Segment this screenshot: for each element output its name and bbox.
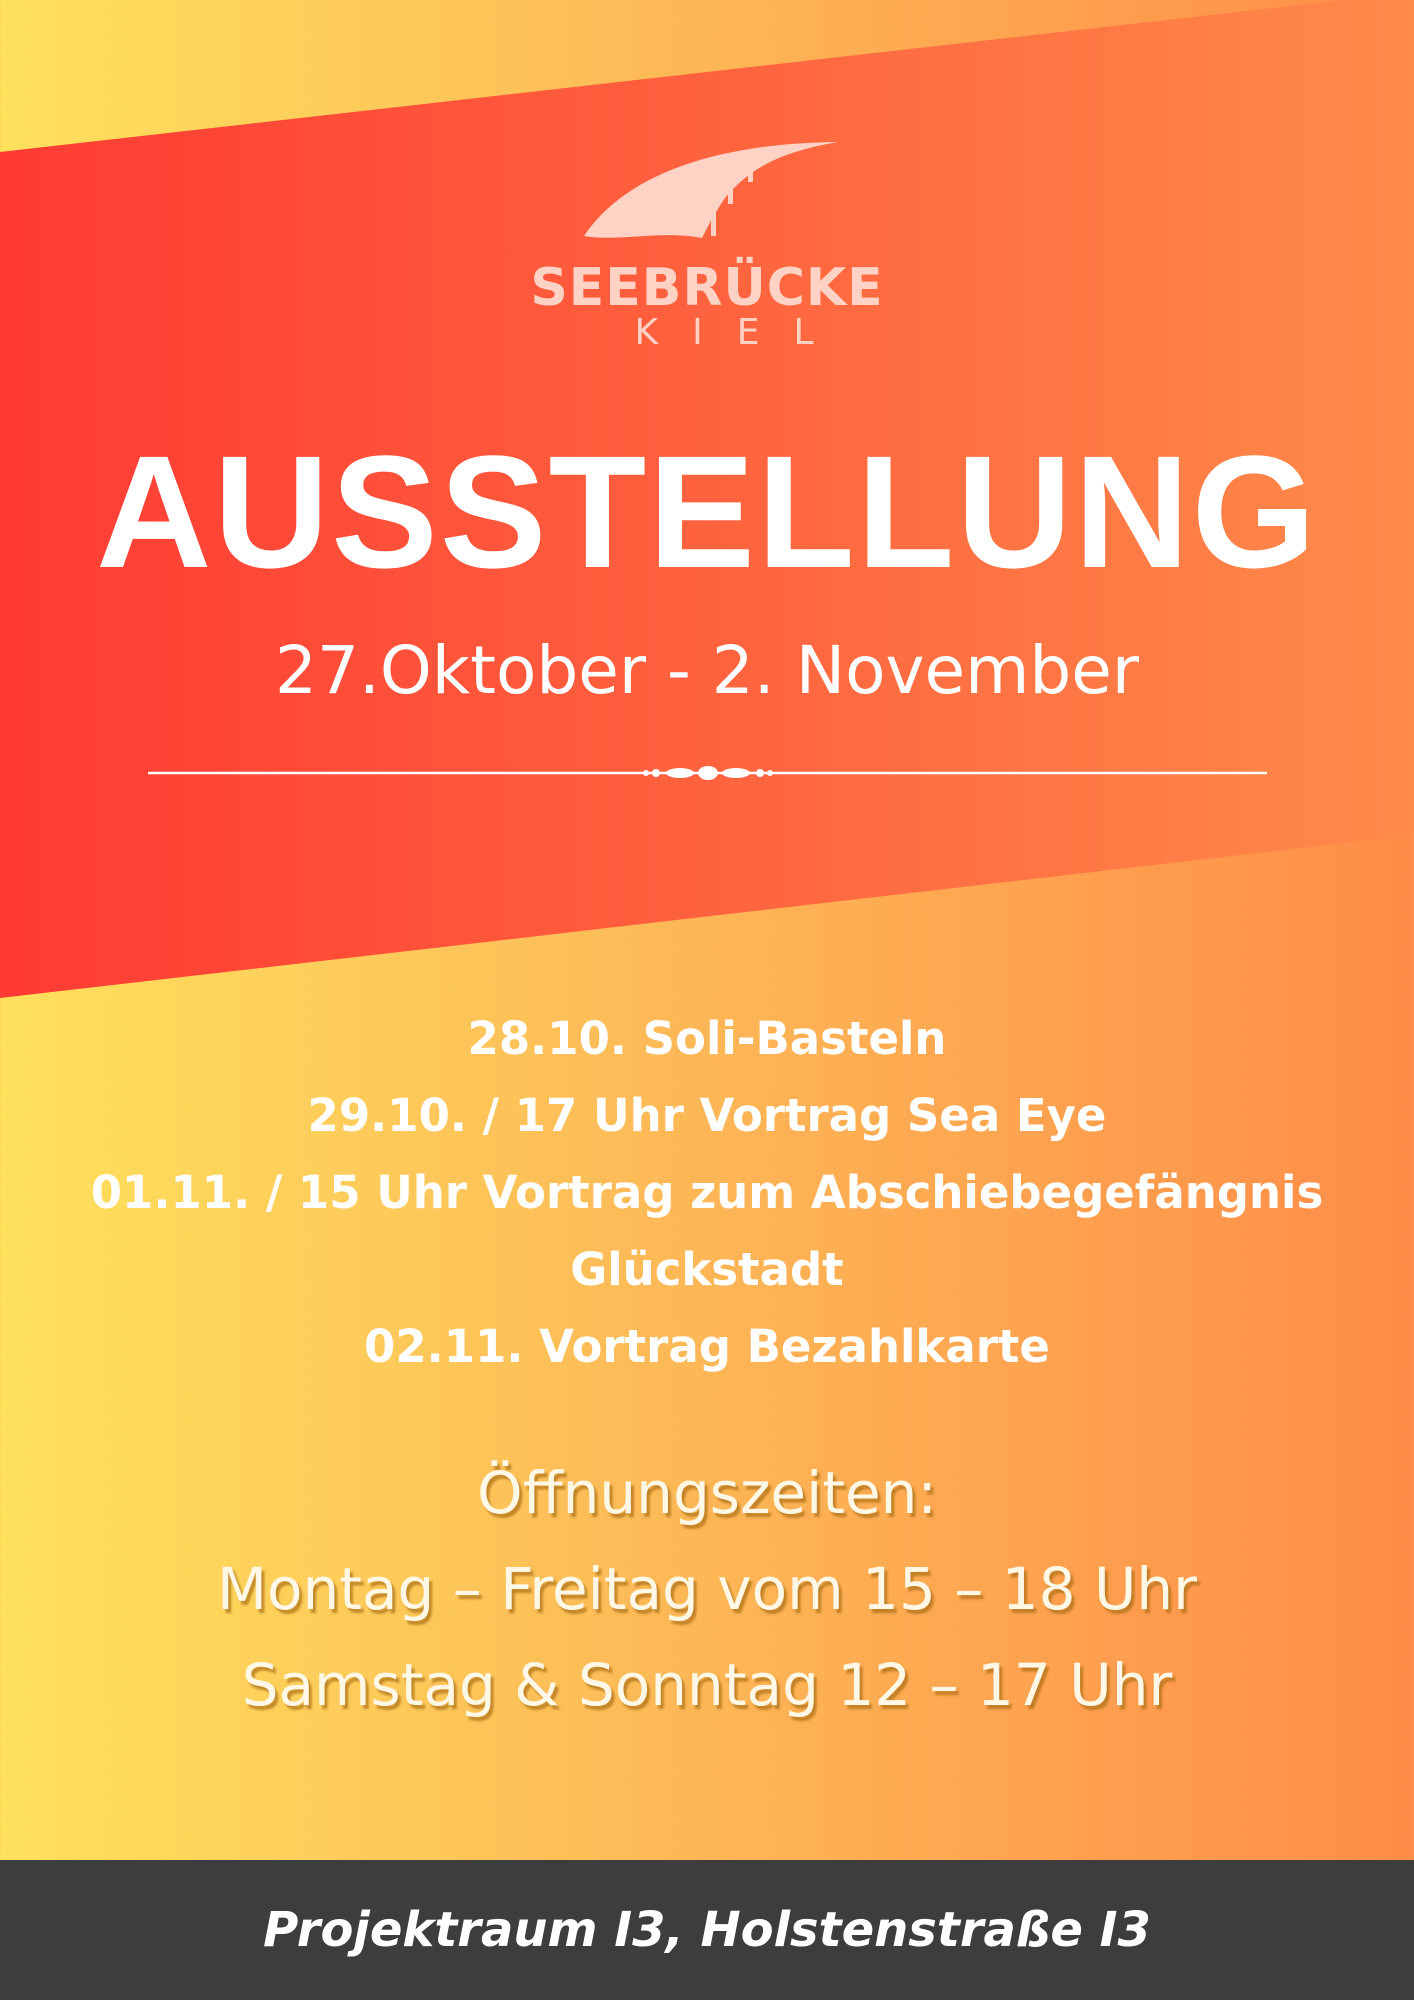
event-item: 01.11. / 15 Uhr Vortrag zum Abschiebegef…	[90, 1166, 1324, 1219]
ornament-divider	[148, 766, 1267, 780]
event-item: 28.10. Soli-Basteln	[467, 1012, 947, 1065]
hours-weekdays: Montag – Freitag vom 15 – 18 Uhr	[216, 1555, 1198, 1623]
hours-weekend: Samstag & Sonntag 12 – 17 Uhr	[241, 1651, 1173, 1719]
opening-hours: Öffnungszeiten: Montag – Freitag vom 15 …	[0, 1445, 1414, 1733]
hours-heading: Öffnungszeiten:	[477, 1459, 937, 1527]
bridge-logo-icon	[584, 142, 838, 238]
event-item: 02.11. Vortrag Bezahlkarte	[364, 1320, 1050, 1373]
footer-bar: Projektraum I3, Holstenstraße I3	[0, 1860, 1414, 2000]
event-list: 28.10. Soli-Basteln 29.10. / 17 Uhr Vort…	[0, 1000, 1414, 1385]
venue-address: Projektraum I3, Holstenstraße I3	[263, 1902, 1151, 1958]
event-item: 29.10. / 17 Uhr Vortrag Sea Eye	[307, 1089, 1107, 1142]
poster-title: AUSSTELLUNG	[96, 422, 1318, 601]
event-item: Glückstadt	[570, 1243, 844, 1296]
logo-brand: SEEBRÜCKE	[530, 258, 884, 318]
date-range: 27.Oktober - 2. November	[274, 632, 1140, 709]
logo-city: KIEL	[634, 312, 848, 353]
